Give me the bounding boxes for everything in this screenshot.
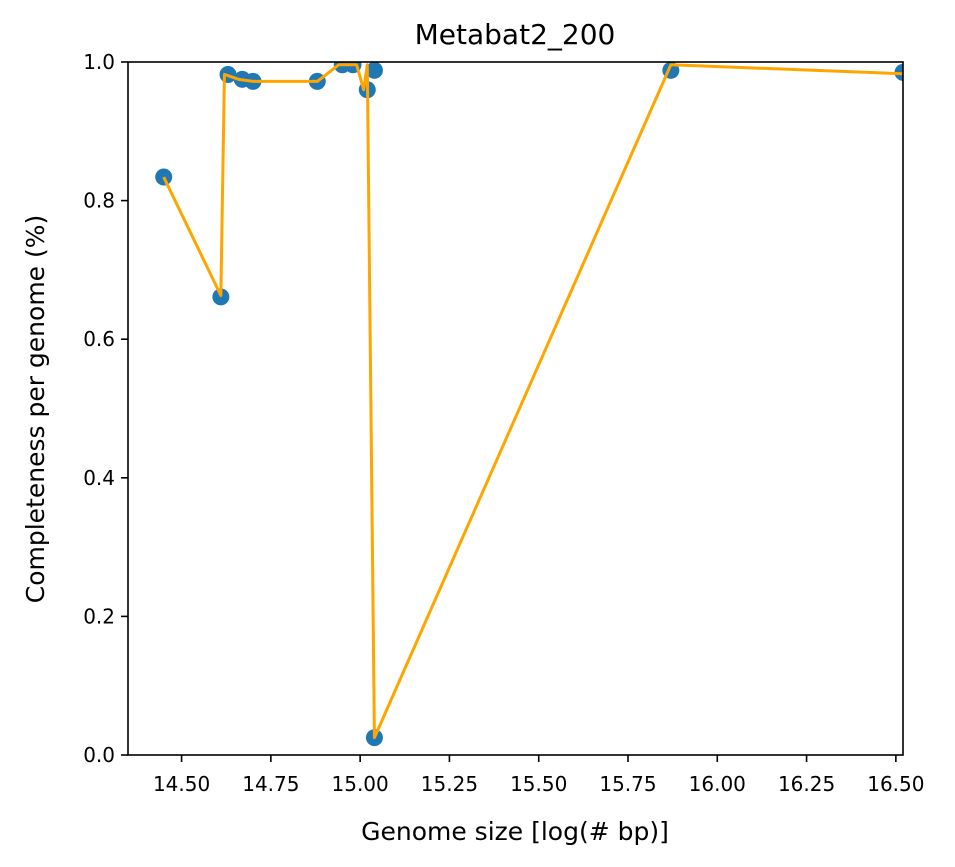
y-axis-ticks: 0.0 0.2 0.4 0.6 0.8 1.0: [83, 50, 128, 767]
x-tick-label: 14.75: [242, 772, 299, 796]
x-tick-label: 15.75: [599, 772, 656, 796]
x-axis-ticks: 14.50 14.75 15.00 15.25 15.50 15.75 16.00 16.25…: [153, 755, 924, 796]
y-tick-label: 0.8: [83, 189, 115, 213]
plot-area: [155, 62, 903, 747]
plot-frame: [127, 61, 904, 756]
x-tick-label: 16.00: [689, 772, 746, 796]
series-line: [162, 63, 903, 740]
y-tick-label: 0.0: [83, 743, 115, 767]
x-axis-label: Genome size [log(# bp)]: [361, 817, 669, 846]
x-tick-label: 15.00: [332, 772, 389, 796]
x-tick-label: 15.25: [421, 772, 478, 796]
y-axis-label: Completeness per genome (%): [21, 215, 50, 604]
y-tick-label: 0.2: [83, 604, 115, 628]
data-point: [365, 62, 383, 79]
x-tick-label: 14.50: [153, 772, 210, 796]
y-tick-label: 0.6: [83, 327, 115, 351]
y-tick-label: 1.0: [83, 50, 115, 74]
line-series: [162, 63, 903, 740]
x-tick-label: 15.50: [510, 772, 567, 796]
chart-title: Metabat2_200: [415, 18, 616, 51]
x-tick-label: 16.25: [778, 772, 835, 796]
x-tick-label: 16.50: [867, 772, 924, 796]
y-tick-label: 0.4: [83, 466, 115, 490]
